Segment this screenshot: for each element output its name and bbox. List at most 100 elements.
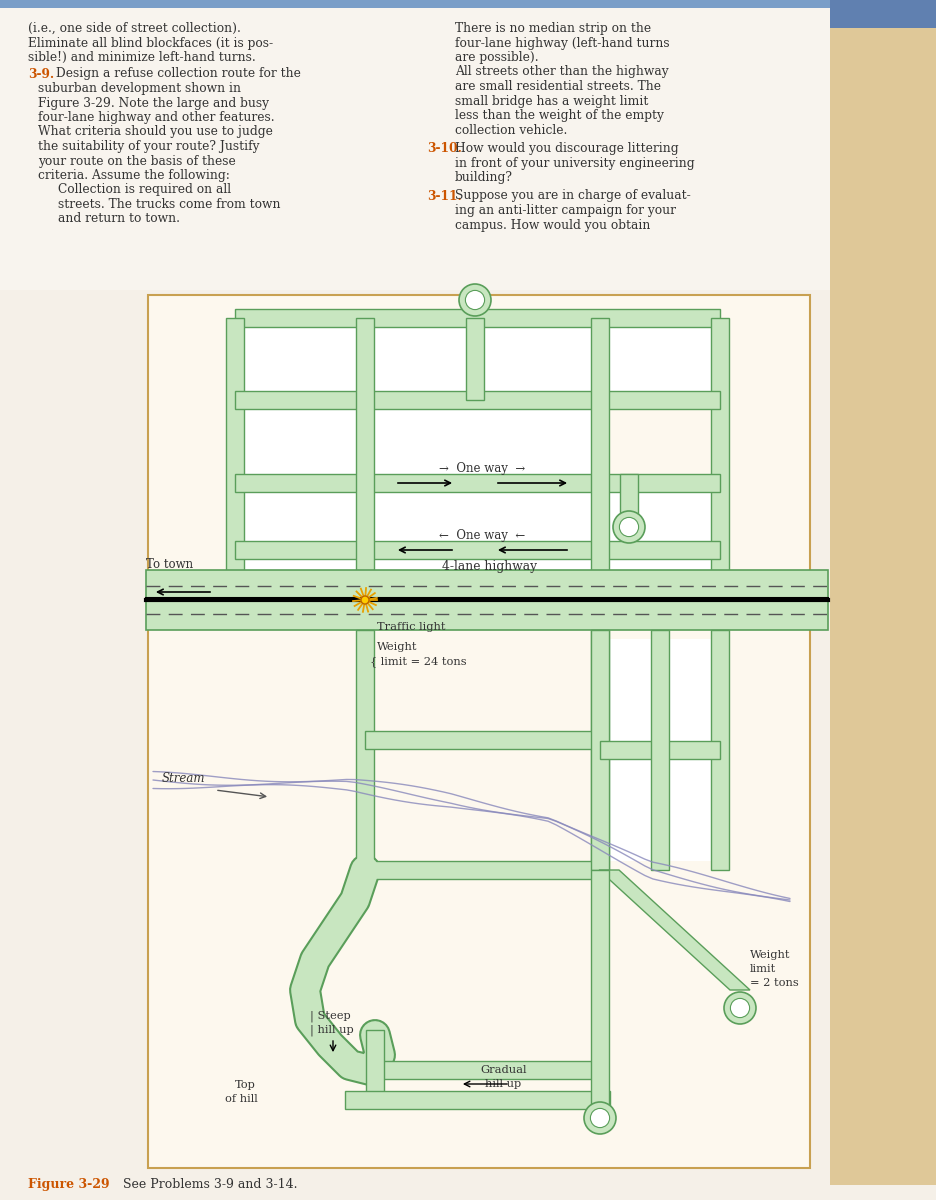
Text: limit: limit — [750, 964, 776, 974]
Text: Collection is required on all: Collection is required on all — [58, 184, 231, 197]
Bar — [669, 638, 711, 740]
Bar — [380, 1061, 600, 1079]
Bar — [365, 731, 600, 749]
Text: criteria. Assume the following:: criteria. Assume the following: — [38, 169, 230, 182]
Text: are possible).: are possible). — [455, 50, 538, 64]
Bar — [591, 318, 609, 590]
Text: There is no median strip on the: There is no median strip on the — [455, 22, 651, 35]
Bar — [235, 308, 720, 326]
Text: sible!) and minimize left-hand turns.: sible!) and minimize left-hand turns. — [28, 50, 256, 64]
Bar — [148, 295, 810, 1168]
Circle shape — [613, 511, 645, 542]
Text: less than the weight of the empty: less than the weight of the empty — [455, 109, 664, 122]
Text: How would you discourage littering: How would you discourage littering — [455, 142, 679, 155]
Text: Gradual: Gradual — [480, 1066, 527, 1075]
Bar — [591, 870, 609, 1110]
Circle shape — [730, 998, 750, 1018]
Text: collection vehicle.: collection vehicle. — [455, 124, 567, 137]
Text: the suitability of your route? Justify: the suitability of your route? Justify — [38, 140, 259, 152]
Text: Top: Top — [235, 1080, 256, 1090]
Bar — [711, 630, 729, 870]
Circle shape — [620, 517, 638, 536]
Text: = 2 tons: = 2 tons — [750, 978, 798, 988]
Text: are small residential streets. The: are small residential streets. The — [455, 80, 661, 92]
Bar — [374, 409, 591, 474]
Circle shape — [465, 290, 485, 310]
Text: Weight: Weight — [377, 642, 417, 652]
Text: suburban development shown in: suburban development shown in — [38, 82, 241, 95]
Text: 4-lane highway: 4-lane highway — [443, 560, 537, 572]
Text: of hill: of hill — [225, 1094, 257, 1104]
Bar — [609, 638, 651, 740]
Bar — [591, 630, 609, 870]
Text: building?: building? — [455, 170, 513, 184]
Text: four-lane highway and other features.: four-lane highway and other features. — [38, 110, 274, 124]
Bar — [0, 0, 830, 290]
Text: Suppose you are in charge of evaluat-: Suppose you are in charge of evaluat- — [455, 190, 691, 203]
Bar — [146, 570, 828, 630]
Text: and return to town.: and return to town. — [58, 212, 180, 226]
Bar — [235, 474, 720, 492]
Text: | hill up: | hill up — [310, 1024, 354, 1036]
Text: To town: To town — [146, 558, 193, 571]
Circle shape — [591, 1109, 609, 1128]
Text: your route on the basis of these: your route on the basis of these — [38, 155, 236, 168]
Text: small bridge has a weight limit: small bridge has a weight limit — [455, 95, 649, 108]
Circle shape — [724, 992, 756, 1024]
Bar — [146, 570, 828, 630]
Circle shape — [361, 596, 369, 604]
Text: streets. The trucks come from town: streets. The trucks come from town — [58, 198, 281, 211]
Bar — [711, 318, 729, 590]
Circle shape — [459, 284, 491, 316]
Bar — [374, 492, 591, 541]
Text: in front of your university engineering: in front of your university engineering — [455, 156, 695, 169]
Polygon shape — [599, 870, 750, 990]
Text: campus. How would you obtain: campus. How would you obtain — [455, 218, 651, 232]
Bar — [620, 474, 638, 518]
Bar — [830, 0, 936, 1186]
Bar — [600, 740, 720, 758]
Bar — [669, 758, 711, 862]
Text: 3-10.: 3-10. — [427, 142, 461, 155]
Text: Design a refuse collection route for the: Design a refuse collection route for the — [56, 67, 300, 80]
Text: Figure 3-29: Figure 3-29 — [28, 1178, 110, 1190]
Bar — [466, 318, 484, 400]
Bar — [244, 326, 356, 391]
Text: ing an anti-litter campaign for your: ing an anti-litter campaign for your — [455, 204, 676, 217]
Bar — [374, 326, 711, 391]
Bar — [609, 492, 711, 541]
Bar — [226, 318, 244, 590]
Bar — [0, 0, 936, 8]
Bar — [356, 318, 374, 590]
Bar — [356, 630, 374, 870]
Text: See Problems 3-9 and 3-14.: See Problems 3-9 and 3-14. — [115, 1178, 298, 1190]
Bar — [651, 630, 669, 870]
Bar — [244, 559, 711, 589]
Bar — [609, 758, 651, 862]
Text: Figure 3-29. Note the large and busy: Figure 3-29. Note the large and busy — [38, 96, 269, 109]
Text: four-lane highway (left-hand turns: four-lane highway (left-hand turns — [455, 36, 669, 49]
Text: 3-11.: 3-11. — [427, 190, 461, 203]
Text: What criteria should you use to judge: What criteria should you use to judge — [38, 126, 273, 138]
Text: →  One way  →: → One way → — [439, 462, 525, 475]
Text: All streets other than the highway: All streets other than the highway — [455, 66, 668, 78]
Bar — [235, 391, 720, 409]
Text: (i.e., one side of street collection).: (i.e., one side of street collection). — [28, 22, 241, 35]
Text: { limit = 24 tons: { limit = 24 tons — [370, 656, 467, 667]
Bar — [830, 0, 936, 28]
Bar — [244, 492, 356, 541]
Text: hill up: hill up — [485, 1079, 521, 1090]
Bar — [591, 630, 609, 870]
Bar — [366, 1030, 384, 1100]
Text: ←  One way  ←: ← One way ← — [439, 529, 525, 542]
Bar — [244, 409, 356, 474]
Text: | Steep: | Steep — [310, 1010, 351, 1021]
Text: Stream: Stream — [162, 772, 206, 785]
Text: Eliminate all blind blockfaces (it is pos-: Eliminate all blind blockfaces (it is po… — [28, 36, 273, 49]
Bar — [365, 862, 600, 878]
Circle shape — [584, 1102, 616, 1134]
Bar — [235, 541, 720, 559]
Text: Weight: Weight — [750, 950, 791, 960]
Text: 3-9.: 3-9. — [28, 67, 54, 80]
Text: Traffic light: Traffic light — [377, 622, 446, 632]
